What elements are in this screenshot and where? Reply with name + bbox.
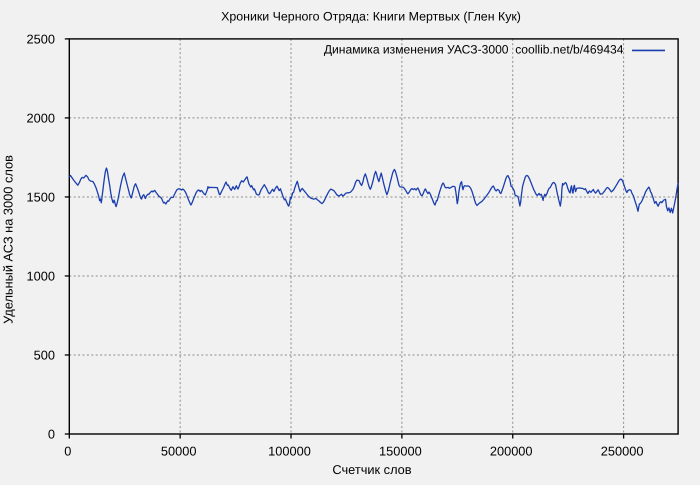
svg-text:150000: 150000 bbox=[379, 444, 422, 459]
svg-text:100000: 100000 bbox=[268, 444, 311, 459]
svg-text:Счетчик слов: Счетчик слов bbox=[332, 462, 411, 477]
svg-text:1500: 1500 bbox=[27, 190, 55, 205]
svg-text:500: 500 bbox=[34, 348, 55, 363]
svg-text:0: 0 bbox=[48, 427, 55, 442]
svg-text:50000: 50000 bbox=[161, 444, 197, 459]
svg-text:250000: 250000 bbox=[601, 444, 644, 459]
svg-text:Хроники Черного Отряда: Книги: Хроники Черного Отряда: Книги Мертвых (Г… bbox=[221, 10, 521, 24]
svg-text:2500: 2500 bbox=[27, 32, 55, 47]
svg-text:2000: 2000 bbox=[27, 111, 55, 126]
svg-text:Удельный АСЗ на 3000 слов: Удельный АСЗ на 3000 слов bbox=[0, 155, 15, 324]
svg-text:Динамика изменения УАСЗ-3000: Динамика изменения УАСЗ-3000 coollib.net… bbox=[324, 43, 624, 57]
svg-text:0: 0 bbox=[64, 444, 71, 459]
svg-text:200000: 200000 bbox=[490, 444, 533, 459]
svg-text:1000: 1000 bbox=[27, 269, 55, 284]
